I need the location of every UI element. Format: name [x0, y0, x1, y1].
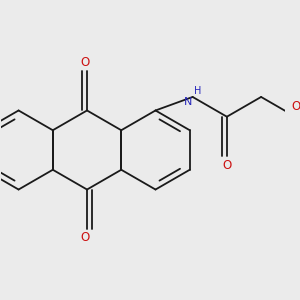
Text: N: N [184, 98, 192, 107]
Text: O: O [80, 231, 90, 244]
Text: O: O [80, 56, 90, 69]
Text: O: O [291, 100, 300, 113]
Text: O: O [222, 159, 232, 172]
Text: H: H [194, 86, 201, 96]
